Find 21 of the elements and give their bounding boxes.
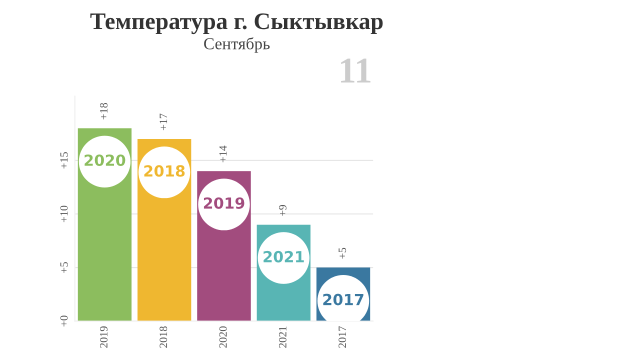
data-label: +5 — [338, 248, 346, 259]
y-tick-label: +0 — [60, 316, 68, 326]
data-label: +9 — [278, 204, 286, 216]
y-tick-label: +10 — [60, 206, 68, 222]
annotation: 2021 — [264, 250, 304, 262]
y-tick-label: +5 — [60, 262, 68, 273]
y-tick-label: +15 — [60, 152, 68, 169]
x-tick-label: 2020 — [219, 326, 227, 348]
data-label: +18 — [100, 102, 108, 120]
chart-subtitle: Сентябрь — [204, 37, 270, 53]
annotation: 2019 — [204, 197, 244, 209]
chart-title: Температура г. Сыктывкар — [90, 13, 383, 34]
data-label: +14 — [219, 146, 227, 162]
x-tick-label: 2017 — [338, 326, 346, 348]
x-tick-label: 2021 — [278, 326, 286, 348]
data-label: +17 — [160, 114, 168, 130]
annotation: 2020 — [84, 154, 126, 166]
x-tick-label: 2018 — [160, 326, 168, 348]
annotation: 2018 — [144, 165, 185, 177]
annotation: 2017 — [323, 294, 364, 306]
x-tick-label: 2019 — [100, 326, 108, 348]
